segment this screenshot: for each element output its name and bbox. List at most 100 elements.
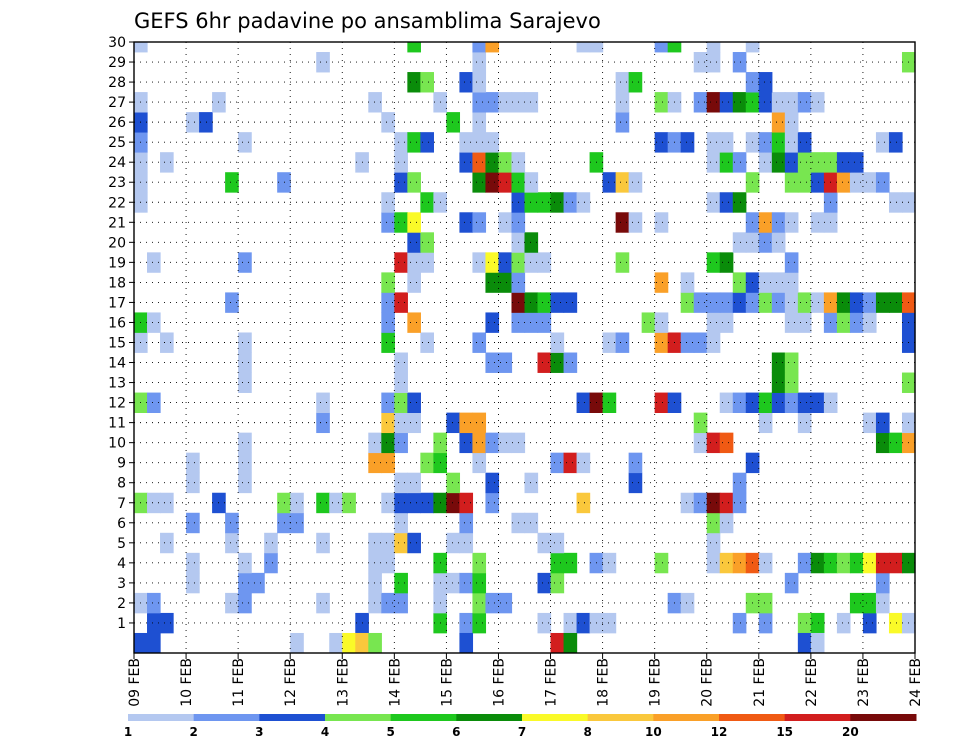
precip-cell [771, 132, 786, 153]
y-tick-label: 26 [108, 115, 126, 131]
x-tick-label: 23 FEB [856, 658, 872, 707]
precip-cell [849, 292, 864, 313]
precip-cell [602, 172, 617, 193]
precip-cell [550, 632, 565, 654]
precip-cell [264, 552, 278, 574]
precip-cell [368, 592, 382, 614]
precip-cell [576, 42, 591, 53]
precip-cell [381, 392, 395, 413]
precip-cell [784, 112, 799, 133]
legend-swatch [522, 714, 589, 721]
chart-title: GEFS 6hr padavine po ansamblima Sarajevo [134, 9, 601, 33]
precip-cell [537, 352, 552, 373]
precip-cell [875, 572, 890, 594]
precip-cell [186, 112, 200, 133]
precip-cell [277, 492, 291, 514]
precip-cell [888, 132, 903, 153]
precip-cell [784, 572, 799, 594]
precip-cell [758, 292, 773, 313]
y-tick-label: 13 [108, 376, 126, 392]
precip-cell [147, 252, 161, 273]
precip-cell [732, 92, 747, 113]
precip-cell [628, 72, 643, 93]
y-tick-label: 12 [108, 396, 126, 412]
precip-cell [472, 172, 487, 193]
precip-cell [459, 512, 474, 534]
precip-cell [602, 552, 617, 574]
precip-cell [732, 192, 747, 213]
precip-cell [654, 272, 669, 293]
precip-cell [199, 112, 213, 133]
precip-cell [758, 232, 773, 253]
precip-cell [589, 42, 604, 53]
precip-cell [849, 152, 864, 173]
precip-cell [485, 472, 500, 494]
precip-cell [797, 132, 812, 153]
precip-cell [784, 92, 799, 113]
precip-cell [147, 492, 161, 514]
x-tick-label: 20 FEB [700, 658, 716, 707]
precip-cell [446, 492, 461, 514]
precip-cell [810, 292, 825, 313]
precip-cell [550, 332, 565, 353]
legend-label: 12 [711, 725, 728, 739]
precip-cell [394, 372, 408, 393]
precip-cell [784, 312, 799, 333]
precip-cell [719, 132, 734, 153]
legend-label: 2 [189, 725, 197, 739]
precip-cell [849, 172, 864, 193]
precip-cell [277, 512, 291, 534]
precip-cell [381, 292, 395, 313]
precip-cell [784, 132, 799, 153]
color-legend: 1 2 3 4 5 6 7 8 10 12 15 20 [124, 714, 917, 739]
precip-cell [472, 252, 487, 273]
precip-cell [459, 152, 474, 173]
precip-cell [875, 552, 890, 574]
precip-cell [186, 512, 200, 534]
precip-cell [472, 42, 487, 53]
y-tick-label: 30 [108, 35, 126, 51]
precip-cell [563, 452, 578, 474]
precip-cell [498, 152, 513, 173]
precip-cell [394, 412, 408, 434]
precip-cell [875, 412, 890, 434]
precip-cell [758, 72, 773, 93]
precip-cell [394, 172, 408, 193]
precip-cell [407, 232, 421, 253]
precip-cell [849, 312, 864, 333]
precip-cell [576, 612, 591, 634]
precip-cell [576, 392, 591, 413]
y-tick-label: 6 [117, 516, 126, 532]
precip-cell [238, 132, 252, 153]
precip-cell [810, 552, 825, 574]
precip-cell [563, 552, 578, 574]
precip-cell [147, 312, 161, 333]
precip-cell [342, 632, 356, 654]
precip-cell [459, 532, 474, 554]
precip-cell [498, 592, 513, 614]
precip-cell [836, 312, 851, 333]
legend-swatch [587, 714, 654, 721]
precip-cell [732, 472, 747, 494]
legend-label: 5 [386, 725, 394, 739]
precip-cell [446, 412, 461, 434]
x-axis: 09 FEB 10 FEB 11 FEB 12 FEB 13 FEB 14 FEB 15 F… [127, 653, 924, 707]
y-tick-label: 16 [108, 315, 126, 331]
precip-cell [459, 632, 474, 654]
precip-cell [394, 592, 408, 614]
precip-cell [459, 492, 474, 514]
precip-cell [615, 332, 630, 353]
precip-cell [524, 92, 539, 113]
y-tick-label: 29 [108, 55, 126, 71]
precip-cell [732, 152, 747, 173]
precip-cell [758, 132, 773, 153]
precip-cell [290, 512, 304, 534]
legend-swatch [850, 714, 917, 721]
legend-label: 10 [645, 725, 662, 739]
precip-cell [771, 152, 786, 173]
precip-cell [485, 272, 500, 293]
precip-cell [524, 172, 539, 193]
precip-cell [771, 352, 786, 373]
precip-cell [394, 352, 408, 373]
precip-cell [407, 252, 421, 273]
